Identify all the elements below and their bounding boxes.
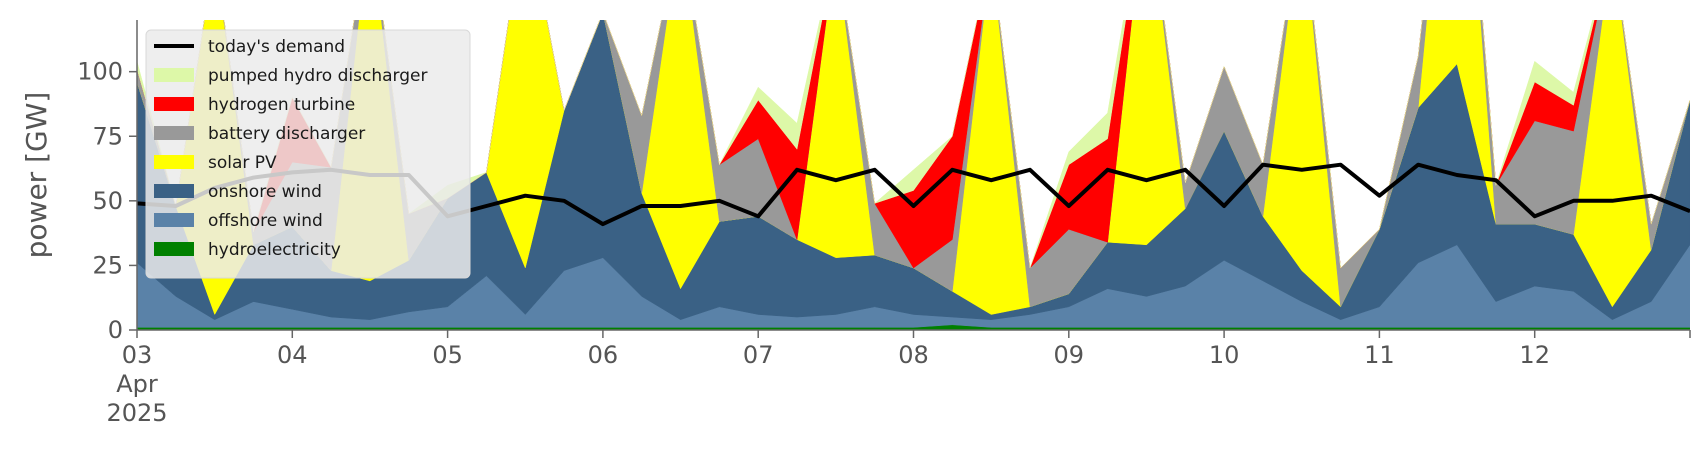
x-tick-label: 05: [432, 341, 463, 369]
legend-item: onshore wind: [154, 182, 322, 202]
legend-label: hydroelectricity: [208, 240, 341, 260]
legend-label: onshore wind: [208, 182, 322, 202]
y-tick-label: 0: [108, 316, 123, 344]
legend-background: [145, 29, 471, 279]
legend-label: hydrogen turbine: [208, 95, 355, 115]
legend-item: today's demand: [154, 37, 345, 57]
x-tick-label: 03: [122, 341, 153, 369]
y-tick-label: 75: [92, 122, 123, 150]
x-tick-month: Apr: [116, 370, 158, 398]
legend-item: pumped hydro discharger: [154, 66, 427, 86]
stacked-areas: [137, 20, 1690, 330]
legend-label: pumped hydro discharger: [208, 66, 427, 86]
legend-item: offshore wind: [154, 211, 323, 231]
x-tick-label: 12: [1519, 341, 1550, 369]
x-tick-label: 07: [743, 341, 774, 369]
legend-item: battery discharger: [154, 124, 365, 144]
legend-swatch: [154, 97, 194, 111]
x-tick-year: 2025: [106, 399, 167, 427]
legend-swatch: [154, 68, 194, 82]
legend-swatch: [154, 213, 194, 227]
legend-swatch: [154, 126, 194, 140]
legend-label: solar PV: [208, 153, 277, 173]
legend-item: hydrogen turbine: [154, 95, 355, 115]
x-tick-label: 08: [898, 341, 929, 369]
x-tick-label: 11: [1364, 341, 1395, 369]
area-pumped-hydro-discharger: [137, 20, 1690, 269]
x-tick-label: 06: [588, 341, 619, 369]
legend-label: today's demand: [208, 37, 345, 57]
legend-swatch: [154, 155, 194, 169]
y-ticks: 0 25 50 75 100: [77, 58, 137, 344]
x-tick-label: 10: [1209, 341, 1240, 369]
x-tick-label: 09: [1054, 341, 1085, 369]
legend-swatch: [154, 184, 194, 198]
legend: today's demand pumped hydro discharger hyd…: [145, 29, 471, 279]
x-tick-label: 04: [277, 341, 308, 369]
legend-item: hydroelectricity: [154, 240, 341, 260]
legend-item: solar PV: [154, 153, 277, 173]
y-tick-label: 50: [92, 187, 123, 215]
y-tick-label: 25: [92, 251, 123, 279]
legend-label: offshore wind: [208, 211, 323, 231]
y-axis-label: power [GW]: [20, 92, 53, 259]
legend-label: battery discharger: [208, 124, 365, 144]
y-tick-label: 100: [77, 58, 123, 86]
legend-swatch: [154, 242, 194, 256]
